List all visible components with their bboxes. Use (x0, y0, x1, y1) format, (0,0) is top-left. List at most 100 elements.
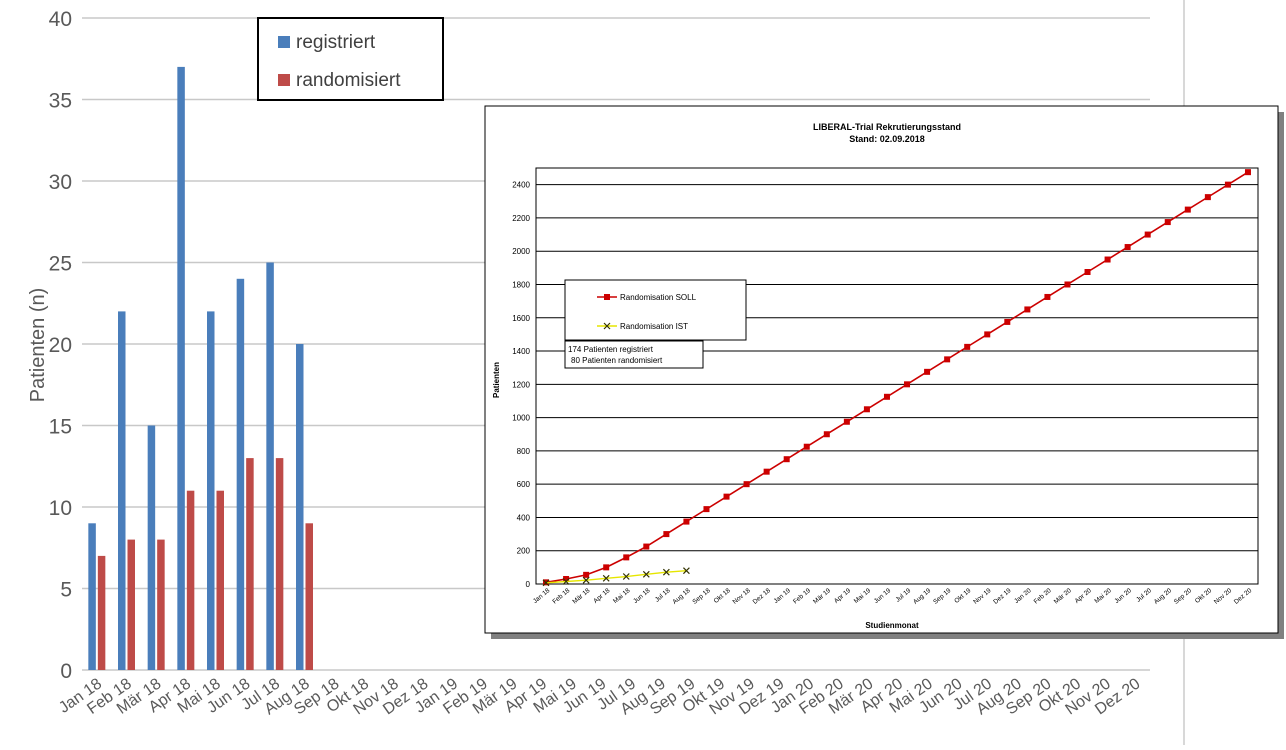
bar-randomisiert-jun-18 (246, 458, 254, 670)
bar-randomisiert-m-r-18 (157, 539, 165, 670)
inset-y-tick-label: 2400 (512, 181, 530, 190)
inset-y-tick-label: 2000 (512, 247, 530, 256)
bar-registriert-jan-18 (88, 523, 96, 670)
bar-registriert-jul-18 (266, 262, 274, 670)
legend-swatch-randomisiert (278, 74, 290, 86)
point-randomisation-soll-jun-19 (883, 393, 890, 400)
point-randomisation-soll-jul-20 (1144, 231, 1151, 238)
legend: registriert randomisiert (257, 17, 444, 101)
point-randomisation-soll-okt-18 (723, 493, 730, 500)
point-randomisation-soll-feb-20 (1044, 293, 1051, 300)
inset-y-tick-label: 2200 (512, 214, 530, 223)
point-randomisation-soll-m-r-20 (1064, 281, 1071, 288)
y-tick-label: 15 (49, 416, 72, 439)
bar-randomisiert-aug-18 (305, 523, 313, 670)
point-randomisation-soll-sep-20 (1184, 206, 1191, 213)
inset-y-tick-label: 1600 (512, 314, 530, 323)
inset-x-axis-title: Studienmonat (865, 621, 919, 630)
y-tick-label: 10 (49, 497, 72, 520)
bar-registriert-apr-18 (177, 66, 185, 670)
point-randomisation-soll-nov-20 (1224, 181, 1231, 188)
bar-randomisiert-apr-18 (186, 490, 195, 670)
point-randomisation-soll-sep-19 (944, 356, 951, 363)
inset-y-axis-title: Patienten (492, 362, 501, 398)
inset-y-tick-label: 1800 (512, 280, 530, 289)
point-randomisation-ist-apr-18 (602, 574, 610, 582)
bar-randomisiert-mai-18 (216, 490, 224, 670)
point-randomisation-soll-apr-20 (1084, 269, 1091, 275)
point-randomisation-soll-dez-18 (763, 468, 770, 475)
point-randomisation-soll-nov-19 (984, 331, 991, 338)
bar-randomisiert-jul-18 (275, 458, 284, 670)
point-randomisation-soll-mai-18 (623, 554, 630, 561)
y-tick-label: 20 (49, 334, 72, 357)
y-tick-label: 35 (49, 90, 72, 113)
inset-y-tick-label: 800 (517, 447, 531, 456)
point-randomisation-soll-jul-19 (904, 381, 911, 388)
y-axis-title: Patienten (n) (27, 288, 49, 403)
inset-y-tick-label: 0 (526, 580, 531, 589)
inset-y-tick-label: 200 (517, 547, 531, 556)
point-randomisation-soll-m-r-18 (583, 571, 590, 578)
point-randomisation-ist-mai-18 (622, 573, 630, 580)
y-tick-label: 25 (49, 253, 72, 276)
y-tick-label: 0 (60, 660, 72, 683)
point-randomisation-soll-aug-18 (683, 518, 690, 525)
inset-annotation-box: 174 Patienten registriert 80 Patienten r… (564, 340, 704, 369)
point-randomisation-soll-mai-19 (863, 406, 870, 413)
point-randomisation-ist-aug-18 (682, 567, 690, 575)
bar-registriert-aug-18 (296, 344, 304, 670)
point-randomisation-soll-dez-19 (1004, 318, 1011, 325)
bar-registriert-m-r-18 (147, 425, 156, 670)
point-randomisation-ist-jul-18 (662, 568, 670, 576)
point-randomisation-soll-jul-18 (663, 531, 670, 538)
point-randomisation-soll-m-r-19 (823, 431, 830, 438)
point-randomisation-soll-nov-18 (743, 481, 750, 488)
bar-randomisiert-feb-18 (127, 539, 135, 670)
point-randomisation-soll-jan-19 (783, 456, 790, 463)
bar-registriert-mai-18 (207, 311, 215, 670)
point-randomisation-soll-jun-18 (643, 543, 650, 550)
annotation-registriert: 174 Patienten registriert (568, 345, 654, 354)
y-tick-label: 5 (60, 579, 72, 602)
point-randomisation-soll-feb-18 (563, 576, 570, 583)
point-randomisation-soll-feb-19 (803, 443, 810, 450)
inset-chart: LIBERAL-Trial Rekrutierungsstand Stand: … (484, 105, 1284, 639)
point-randomisation-soll-jan-20 (1024, 306, 1031, 313)
point-randomisation-soll-aug-19 (924, 368, 931, 375)
point-randomisation-soll-okt-19 (964, 343, 971, 350)
point-randomisation-soll-okt-20 (1204, 194, 1211, 201)
bar-registriert-jun-18 (236, 278, 245, 670)
inset-legend: Randomisation SOLL Randomisation IST (564, 279, 747, 341)
point-randomisation-soll-jun-20 (1124, 244, 1131, 251)
point-randomisation-ist-m-r-18 (582, 576, 590, 584)
inset-y-tick-label: 400 (517, 513, 531, 522)
legend-marker-soll (604, 294, 610, 300)
bar-registriert-feb-18 (118, 311, 126, 670)
inset-y-tick-label: 600 (517, 480, 531, 489)
bar-randomisiert-jan-18 (97, 555, 106, 670)
point-randomisation-soll-dez-20 (1244, 169, 1251, 176)
legend-label-randomisiert: randomisiert (296, 70, 401, 91)
inset-subtitle: Stand: 02.09.2018 (849, 134, 925, 144)
point-randomisation-soll-mai-20 (1104, 256, 1111, 263)
inset-title: LIBERAL-Trial Rekrutierungsstand (813, 122, 961, 132)
legend-marker-ist (603, 322, 611, 330)
inset-y-tick-label: 1200 (512, 380, 530, 389)
legend-swatch-registriert (278, 36, 290, 48)
point-randomisation-soll-apr-18 (603, 564, 610, 571)
point-randomisation-ist-jan-18 (542, 579, 550, 587)
line-randomisation-ist (545, 569, 687, 584)
line-randomisation-soll (545, 171, 1249, 584)
point-randomisation-soll-apr-19 (843, 418, 850, 425)
y-tick-label: 30 (49, 171, 72, 194)
point-randomisation-soll-aug-20 (1164, 219, 1171, 226)
y-tick-label: 40 (49, 8, 72, 31)
legend-label-ist: Randomisation IST (620, 322, 688, 331)
point-randomisation-ist-feb-18 (562, 578, 570, 585)
inset-y-tick-label: 1000 (512, 414, 530, 423)
point-randomisation-ist-jun-18 (642, 570, 650, 578)
annotation-randomisiert: 80 Patienten randomisiert (571, 356, 663, 365)
